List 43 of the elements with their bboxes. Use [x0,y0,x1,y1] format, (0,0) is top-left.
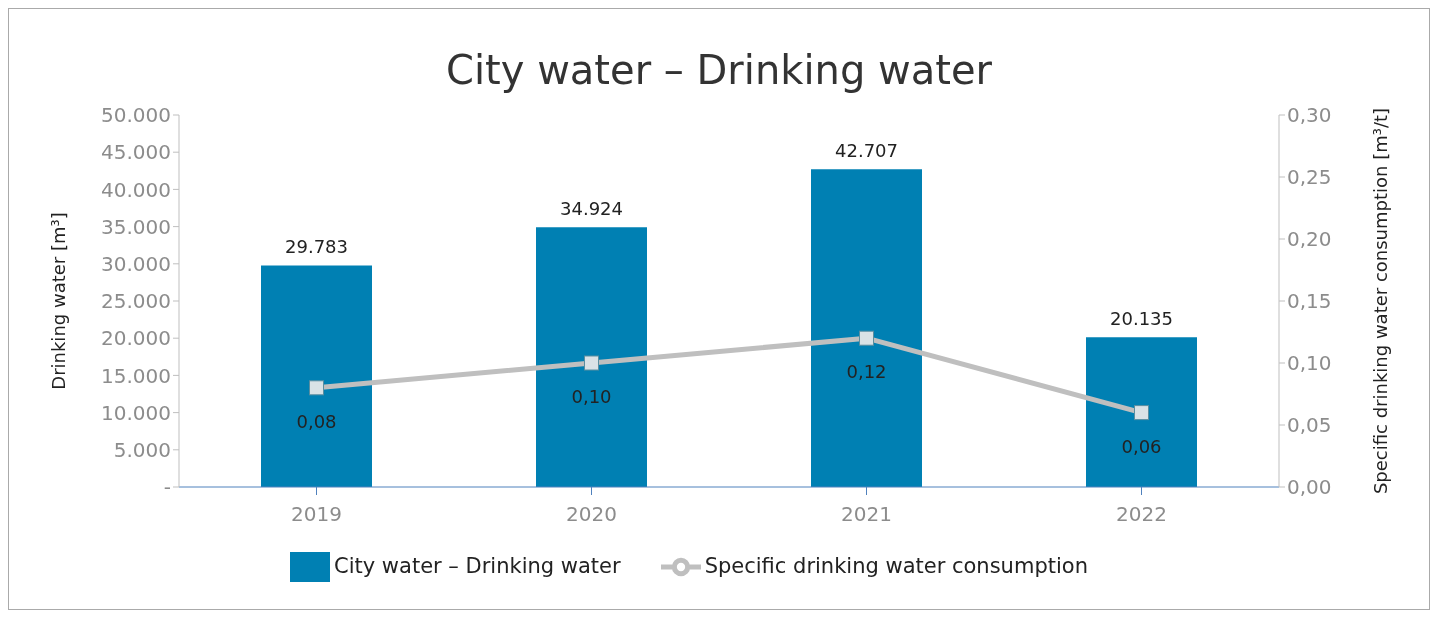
data-label: 29.783 [285,236,348,258]
y-tick-label: 15.000 [101,363,171,388]
y-tick-label: 10.000 [101,400,171,425]
x-tick-label: 2020 [566,502,617,527]
y-tick-label: 50.000 [101,103,171,128]
y2-tick-label: 0,10 [1287,351,1332,376]
bar [536,227,647,487]
y2-tick-label: 0,15 [1287,289,1332,314]
point [859,330,874,346]
y2-tick-label: 0,00 [1287,475,1332,500]
y2-tick-label: 0,25 [1287,165,1332,190]
bar [1086,337,1197,487]
data-label: 0,10 [571,386,612,407]
bar [811,169,922,487]
chart-title: City water – Drinking water [445,47,993,95]
point [1134,405,1149,421]
y-tick-label: 45.000 [101,140,171,165]
x-tick-label: 2019 [291,502,342,527]
data-label: 42.707 [835,140,898,162]
x-tick-label: 2022 [1116,502,1167,527]
point [309,380,324,396]
data-label: 34.924 [560,198,623,220]
y-tick-label: 25.000 [101,289,171,314]
y-tick-label: 30.000 [101,251,171,276]
data-label: 0,12 [846,361,887,383]
y-tick-label: 20.000 [101,326,171,351]
legend-label: City water – Drinking water [334,554,621,578]
x-tick-label: 2021 [841,502,892,527]
point [584,355,599,371]
bar [261,265,372,487]
data-label: 0,06 [1121,435,1162,457]
y-tick-label: 5.000 [113,437,171,462]
y-tick-label: 35.000 [101,214,171,239]
y2-tick-label: 0,20 [1287,227,1332,252]
y2-axis-title: Specific drinking water consumption [m³/t] [1370,107,1392,495]
data-label: 20.135 [1110,308,1173,330]
y-axis-title: Drinking water [m³] [48,212,70,390]
y-tick-label: 40.000 [101,177,171,202]
data-label: 0,08 [296,410,337,432]
y2-tick-label: 0,05 [1287,413,1332,438]
legend-label: Specific drinking water consumption [704,554,1088,578]
y-tick-label: - [163,475,171,500]
y2-tick-label: 0,30 [1287,103,1332,128]
